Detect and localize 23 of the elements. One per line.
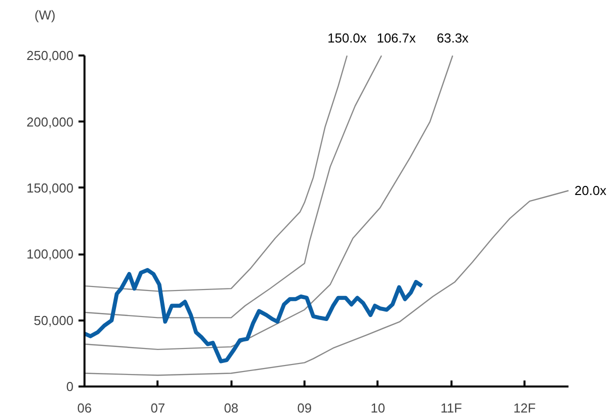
x-tick-label: 07 (150, 400, 166, 416)
line-series (84, 268, 424, 364)
series-label: 106.7x (376, 30, 416, 46)
x-tick-label: 10 (370, 400, 386, 416)
y-tick-label: 150,000 (26, 180, 74, 196)
series-label: 63.3x (436, 30, 470, 46)
line-series (84, 55, 454, 350)
x-tick-label: 12F (513, 400, 536, 416)
series-label: 20.0x (574, 183, 607, 198)
y-tick-label: 0 (66, 379, 74, 394)
x-tick-label: 08 (224, 400, 238, 416)
y-tick-label: 50,000 (34, 312, 74, 328)
line-series (84, 190, 570, 376)
y-tick-label: 100,000 (26, 246, 74, 262)
series-label: 150.0x (328, 30, 368, 46)
y-tick-label: 250,000 (26, 48, 74, 64)
x-tick-label: 09 (297, 400, 312, 416)
line-series (84, 55, 348, 292)
x-tick-label: 11F (440, 400, 462, 416)
y-tick-label: 200,000 (26, 114, 74, 130)
line-series (84, 55, 382, 318)
y-axis-title: (W) (34, 8, 56, 22)
x-tick-label: 06 (77, 400, 92, 416)
